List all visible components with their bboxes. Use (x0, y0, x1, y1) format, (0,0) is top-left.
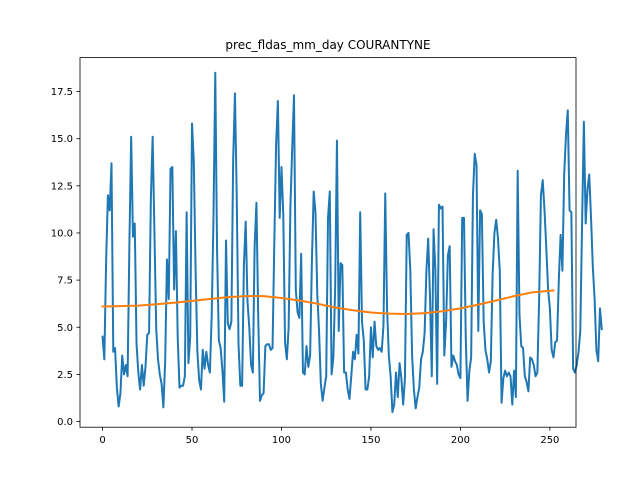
series-line-trend (101, 289, 555, 316)
chart-title: prec_fldas_mm_day COURANTYNE (225, 38, 430, 52)
x-tick-label: 100 (272, 435, 291, 446)
y-tick-label: 10.0 (51, 228, 73, 239)
y-tick-label: 15.0 (51, 134, 73, 145)
y-tick-label: 17.5 (51, 87, 73, 98)
x-axis: 0 50 100 150 200 250 (99, 427, 559, 446)
y-tick-label: 12.5 (51, 181, 73, 192)
plot-frame (79, 57, 577, 428)
x-tick-label: 250 (540, 435, 559, 446)
x-tick-label: 50 (186, 435, 199, 446)
x-tick-label: 150 (361, 435, 380, 446)
x-tick-label: 200 (451, 435, 470, 446)
series-line-precipitation (101, 71, 603, 414)
y-tick-label: 7.5 (57, 276, 73, 287)
y-axis: 0.0 2.5 5.0 7.5 10.0 12.5 15.0 17.5 (51, 87, 80, 428)
x-tick-label: 0 (99, 435, 105, 446)
y-tick-label: 5.0 (57, 323, 73, 334)
y-tick-label: 0.0 (57, 417, 73, 428)
plot-area (101, 71, 603, 414)
y-tick-label: 2.5 (57, 370, 73, 381)
